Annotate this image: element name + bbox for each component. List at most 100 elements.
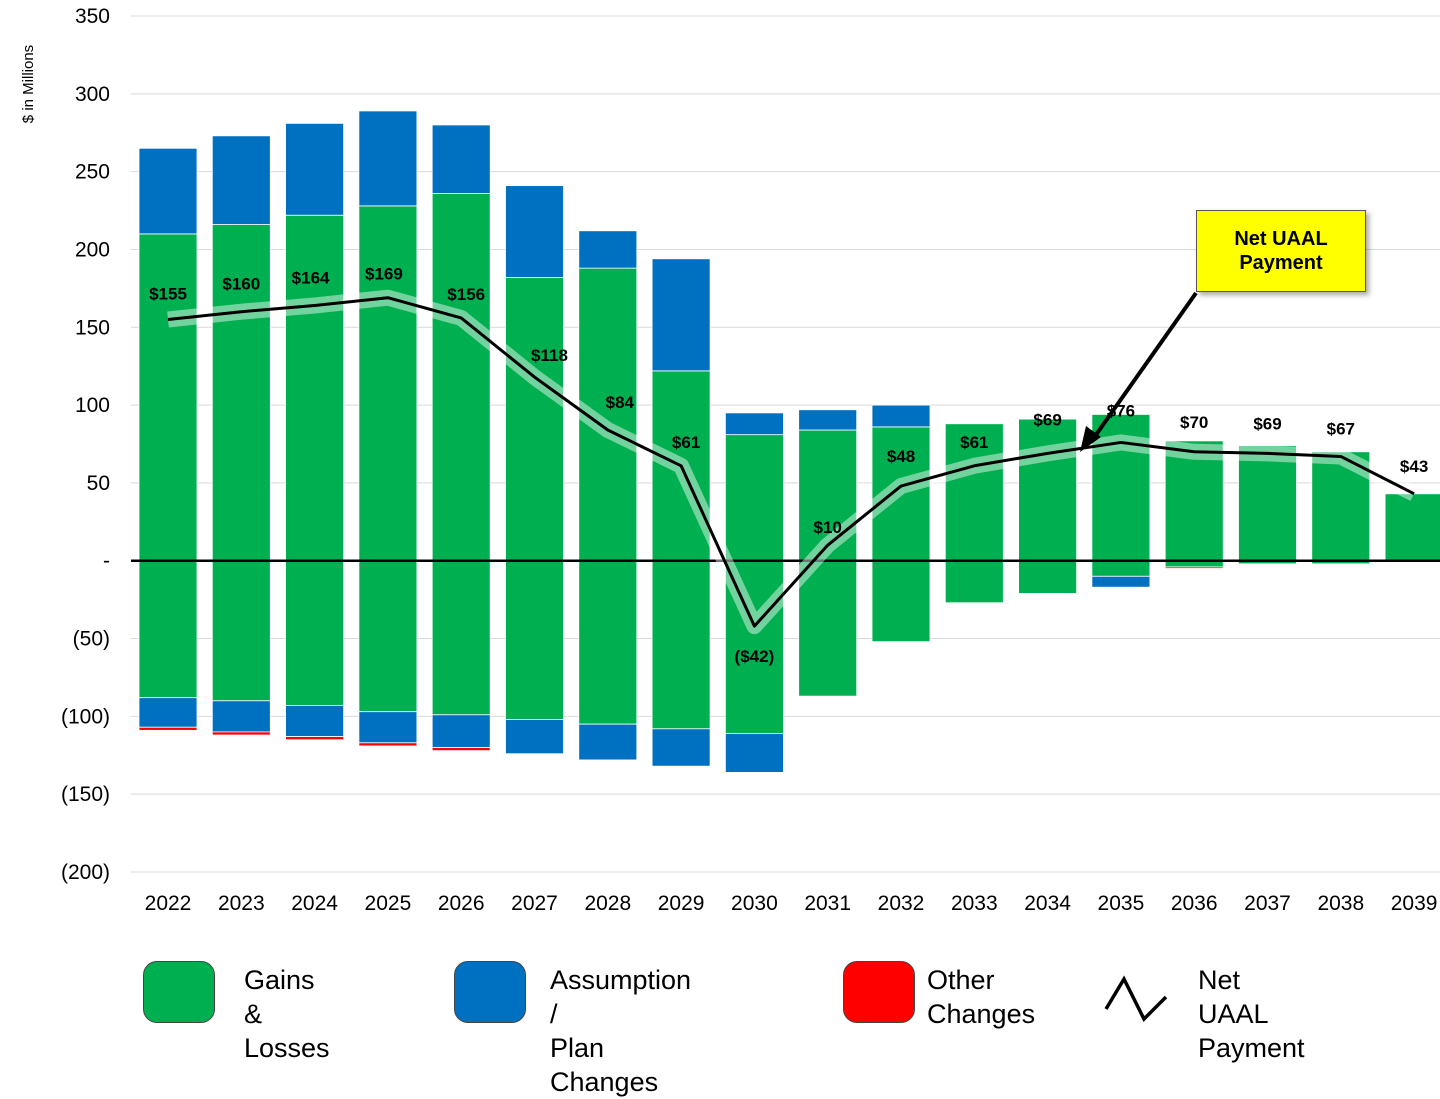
bar-segment	[431, 714, 491, 748]
data-label: $164	[292, 268, 330, 287]
uaal-chart: 350 300 250 200 150 100 50 - (50) (100) (150) (200)…	[20, 5, 1440, 915]
data-label: $118	[531, 346, 568, 365]
bar-segment	[138, 233, 198, 562]
bar-segment	[578, 560, 638, 725]
bar-segment	[285, 705, 345, 737]
x-tick-label: 2026	[438, 892, 485, 915]
bar-segment	[651, 258, 711, 372]
data-label: $155	[149, 284, 187, 303]
x-tick-label: 2023	[218, 892, 265, 915]
y-tick-label: 150	[75, 316, 110, 339]
legend-swatch-other-changes	[843, 961, 915, 1023]
data-label: $156	[447, 285, 485, 304]
x-tick-label: 2038	[1317, 892, 1364, 915]
bar-segment	[798, 560, 858, 697]
bar-segment	[285, 736, 345, 741]
bar-segment	[431, 747, 491, 752]
data-label: $48	[887, 447, 915, 466]
bar-segment	[725, 434, 784, 562]
bar-segment	[211, 135, 271, 225]
bar-segment	[944, 560, 1004, 604]
bar-segment	[1091, 575, 1151, 588]
y-tick-label: 100	[75, 394, 110, 417]
data-label: $10	[814, 518, 842, 537]
x-tick-label: 2037	[1244, 892, 1291, 915]
bar-segment	[358, 205, 418, 562]
bar-segment	[431, 193, 491, 562]
data-label: $67	[1327, 419, 1355, 438]
bar-segment	[725, 412, 784, 436]
x-tick-label: 2029	[658, 892, 705, 915]
y-tick-label: (200)	[61, 861, 110, 884]
bar-segment	[578, 723, 638, 761]
callout-arrow-line	[1091, 291, 1198, 441]
bar-segment	[285, 214, 345, 562]
bar-segment	[1238, 445, 1297, 562]
bar-segment	[798, 429, 858, 562]
net-uaal-line	[167, 296, 1415, 628]
bar-segment	[1018, 418, 1077, 562]
bar-segment	[1384, 493, 1440, 562]
bar-segment	[285, 122, 345, 216]
y-tick-label: 350	[75, 5, 110, 28]
x-tick-label: 2025	[365, 892, 412, 915]
bar-segment	[505, 185, 564, 278]
bar-segment	[871, 404, 931, 428]
legend-line-icon	[1104, 975, 1168, 1022]
bar-segment	[285, 560, 345, 706]
y-tick-label: 50	[87, 472, 110, 495]
x-tick-label: 2034	[1024, 892, 1071, 915]
data-label: ($42)	[735, 647, 775, 666]
bar-segment	[211, 224, 271, 562]
bar-segment	[1164, 566, 1224, 569]
x-tick-label: 2030	[731, 892, 778, 915]
x-tick-label: 2027	[511, 892, 558, 915]
y-tick-label: (150)	[61, 783, 110, 806]
y-axis-title: $ in Millions	[20, 45, 37, 123]
legend-label-gains-losses: Gains & Losses	[244, 965, 330, 1063]
y-tick-label: (50)	[73, 628, 110, 651]
x-tick-label: 2039	[1391, 892, 1438, 915]
data-label: $70	[1180, 413, 1208, 432]
x-tick-label: 2022	[145, 892, 192, 915]
x-tick-label: 2024	[291, 892, 338, 915]
bar-segment	[725, 560, 784, 734]
bar-segment	[211, 731, 271, 736]
bar-segment	[651, 728, 711, 767]
bar-segment	[431, 560, 491, 716]
bar-segment	[651, 560, 711, 730]
bar-segment	[138, 147, 198, 235]
bar-segment	[871, 560, 931, 643]
x-tick-label: 2036	[1171, 892, 1218, 915]
x-tick-label: 2028	[584, 892, 631, 915]
data-label: $84	[606, 393, 635, 412]
bar-segment	[1091, 414, 1151, 562]
bar-segment	[138, 560, 198, 699]
bar-segment	[138, 726, 198, 731]
legend-label-assumption-plan-changes: Assumption / Plan Changes	[550, 965, 692, 1097]
bar-segment	[1018, 560, 1077, 594]
bar-segment	[138, 697, 198, 728]
data-label: $69	[1033, 410, 1061, 429]
data-label: $169	[365, 265, 403, 284]
chart-legend: Gains & Losses Assumption / Plan Changes…	[0, 955, 1440, 1097]
bar-segment	[505, 560, 564, 720]
bar-segment	[1164, 440, 1224, 562]
bar-segment	[944, 423, 1004, 562]
bar-segment	[358, 742, 418, 747]
x-tick-label: 2033	[951, 892, 998, 915]
y-tick-label: (100)	[61, 705, 110, 728]
bar-segment	[578, 230, 638, 269]
x-tick-label: 2032	[878, 892, 925, 915]
legend-label-other-changes: Other Changes	[927, 965, 1036, 1029]
bar-segment	[505, 277, 564, 562]
data-label: $61	[672, 433, 700, 452]
y-tick-label: 250	[75, 161, 110, 184]
bar-segment	[1311, 451, 1371, 562]
x-tick-label: 2035	[1098, 892, 1145, 915]
legend-swatch-assumption-plan-changes	[454, 961, 526, 1023]
bar-segment	[798, 409, 858, 431]
bar-segment	[725, 733, 784, 773]
legend-label-net-uaal-payment: Net UAAL Payment	[1198, 965, 1305, 1063]
net-line-glow	[167, 289, 1418, 635]
